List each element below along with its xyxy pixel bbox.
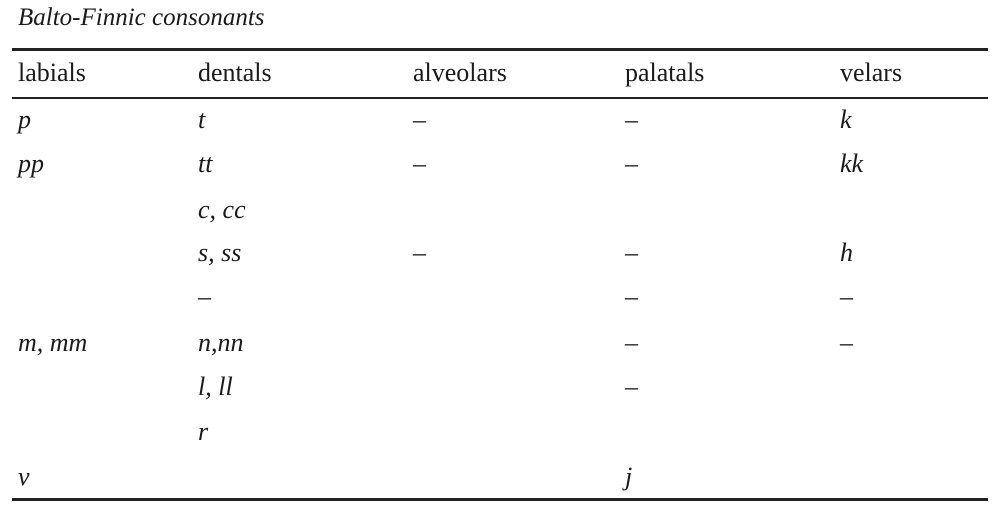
table-cell: –: [198, 282, 211, 311]
table-cell: –: [413, 149, 426, 178]
table-cell: –: [413, 105, 426, 134]
table-cell: –: [625, 105, 638, 134]
table-cell: –: [625, 282, 638, 311]
table-cell: s, ss: [198, 238, 242, 267]
column-header: alveolars: [413, 58, 507, 87]
table-cell: –: [625, 238, 638, 267]
table-cell: h: [840, 238, 853, 267]
table-title: Balto-Finnic consonants: [18, 4, 265, 31]
table-cell: –: [413, 238, 426, 267]
table-cell: t: [198, 105, 206, 134]
column-header: velars: [840, 58, 903, 87]
table-cell: tt: [198, 149, 213, 178]
table-cell: c, cc: [198, 195, 246, 224]
column-header: labials: [18, 58, 86, 87]
table-cell: j: [625, 462, 633, 491]
table-cell: n,nn: [198, 328, 244, 357]
table-cell: v: [18, 462, 30, 491]
table-cell: p: [18, 105, 31, 134]
table-cell: r: [198, 417, 209, 446]
bottom-rule: [12, 498, 988, 501]
table-cell: –: [840, 328, 853, 357]
header-rule: [12, 97, 988, 99]
table-cell: –: [625, 149, 638, 178]
table-cell: m, mm: [18, 328, 88, 357]
table-cell: l, ll: [198, 372, 233, 401]
table-cell: –: [625, 372, 638, 401]
table-cell: pp: [18, 149, 44, 178]
table-cell: kk: [840, 149, 864, 178]
table-cell: k: [840, 105, 852, 134]
table-cell: –: [625, 328, 638, 357]
table-cell: –: [840, 282, 853, 311]
column-header: dentals: [198, 58, 272, 87]
top-rule: [12, 48, 988, 51]
column-header: palatals: [625, 58, 705, 87]
